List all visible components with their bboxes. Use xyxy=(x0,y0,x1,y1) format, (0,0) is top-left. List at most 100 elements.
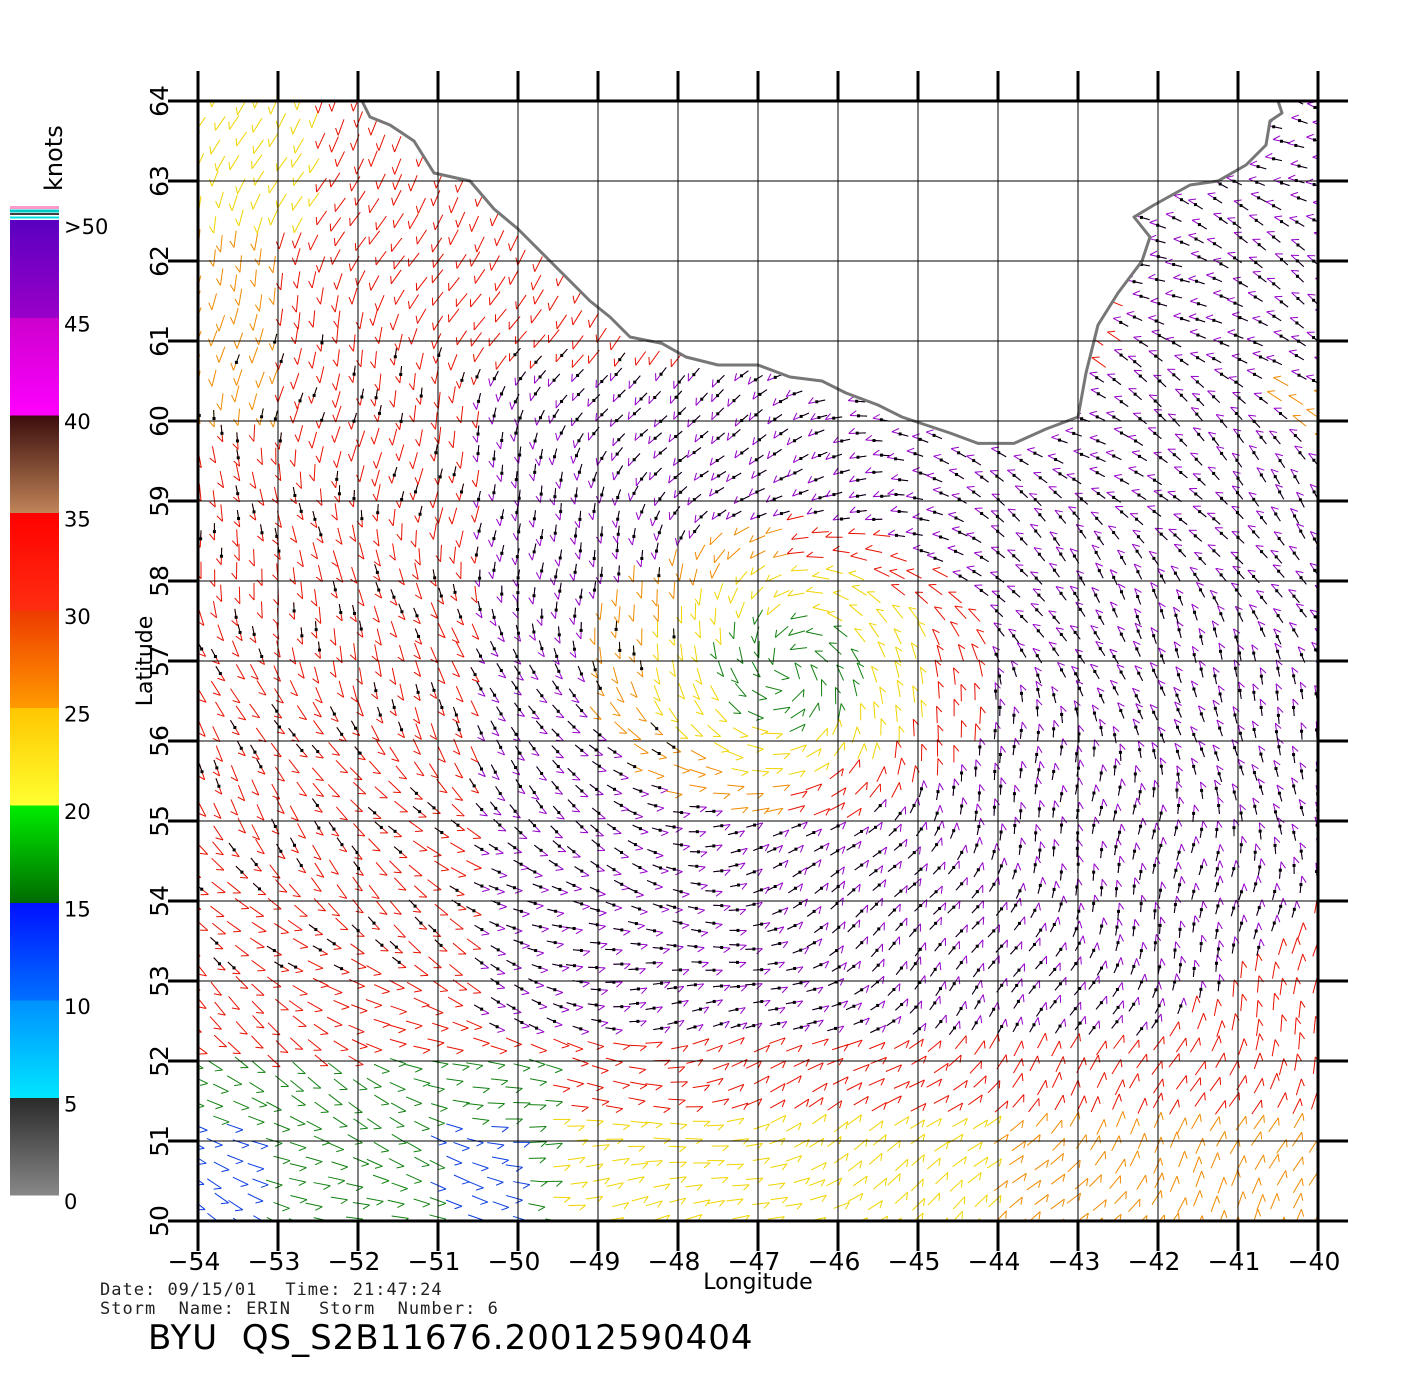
wind-barb-tick xyxy=(575,929,583,935)
rain-flag-segment xyxy=(870,951,877,958)
wind-barb xyxy=(235,705,247,721)
wind-barb-tick xyxy=(839,978,845,986)
wind-barb-tick xyxy=(1116,664,1125,668)
wind-barb xyxy=(794,662,801,680)
wind-barb-tick xyxy=(1062,1094,1066,1103)
rain-flag-dot xyxy=(778,909,782,913)
wind-barb xyxy=(665,790,683,795)
wind-barb xyxy=(336,884,348,899)
wind-barb-tick xyxy=(740,985,748,992)
rain-flag-segment xyxy=(572,949,580,951)
rain-flag-segment xyxy=(614,847,621,853)
wind-barb xyxy=(213,1115,230,1123)
wind-barb-tick xyxy=(239,1228,247,1229)
rain-flag-segment xyxy=(772,911,779,915)
wind-barb-tick xyxy=(906,998,909,1007)
rain-flag-dot xyxy=(658,828,662,832)
wind-barb-tick xyxy=(1177,861,1182,870)
rain-flag-dot xyxy=(392,705,396,709)
wind-barb xyxy=(553,1164,571,1168)
wind-barb xyxy=(512,1181,530,1186)
wind-barb xyxy=(315,687,323,704)
rain-flag-segment xyxy=(629,988,638,991)
wind-barb xyxy=(1089,1174,1102,1187)
wind-barb xyxy=(628,1066,646,1070)
wind-barb xyxy=(207,1212,219,1221)
rain-flag-dot xyxy=(532,791,536,795)
wind-barb-tick xyxy=(925,863,928,872)
wind-barb-tick xyxy=(383,1225,389,1229)
wind-barb-tick xyxy=(636,671,644,678)
rain-flag-dot xyxy=(373,811,377,815)
wind-barb xyxy=(414,707,421,724)
wind-barb-tick xyxy=(961,720,967,727)
rain-flag-segment xyxy=(1100,696,1105,704)
wind-barb-tick xyxy=(311,632,318,639)
wind-barb xyxy=(313,1182,331,1187)
wind-barb xyxy=(1153,1157,1161,1174)
wind-barb-tick xyxy=(522,1067,531,1072)
rain-flag-dot xyxy=(1139,870,1143,874)
wind-barb-tick xyxy=(356,678,363,685)
wind-barb-tick xyxy=(334,992,343,996)
wind-barb xyxy=(395,765,408,780)
wind-barb-tick xyxy=(340,1199,348,1205)
wind-barb-tick xyxy=(821,1194,827,1202)
wind-barb xyxy=(414,964,429,976)
wind-barb xyxy=(690,723,704,737)
rain-flag-segment xyxy=(1218,806,1220,815)
wind-barb xyxy=(952,1156,967,1168)
rain-flag-dot xyxy=(1179,1004,1183,1008)
wind-barb xyxy=(868,1078,885,1086)
wind-barb xyxy=(251,824,261,840)
wind-barb-tick xyxy=(1212,667,1220,673)
wind-barb xyxy=(630,1081,648,1086)
rain-flag-dot xyxy=(712,999,716,1003)
wind-barb xyxy=(405,1020,423,1027)
wind-barb-tick xyxy=(615,1029,623,1035)
rain-flag-segment xyxy=(1299,885,1302,894)
wind-barb-tick xyxy=(421,1128,430,1132)
wind-barb xyxy=(349,767,363,780)
rain-flag-segment xyxy=(551,745,558,751)
wind-barb xyxy=(252,1061,266,1073)
rain-flag-dot xyxy=(777,1022,781,1026)
wind-barb-tick xyxy=(1202,1138,1206,1146)
wind-barb-tick xyxy=(454,1205,463,1210)
wind-barb xyxy=(433,980,449,992)
wind-barb xyxy=(1291,937,1298,954)
wind-barb-tick xyxy=(1032,647,1041,652)
wind-barb xyxy=(1292,1098,1301,1115)
wind-barb-tick xyxy=(497,1006,506,1009)
wind-barb-tick xyxy=(985,1156,989,1165)
rain-flag-segment xyxy=(566,1002,574,1006)
wind-barb xyxy=(727,1117,744,1123)
rain-flag-dot xyxy=(1100,924,1104,928)
wind-barb-tick xyxy=(700,884,708,890)
legend-tick-label: 45 xyxy=(64,313,91,337)
rain-flag-dot xyxy=(1074,707,1078,711)
wind-barb-tick xyxy=(722,1145,729,1152)
rain-flag-dot xyxy=(593,668,597,672)
wind-barb xyxy=(891,782,900,798)
rain-flag-segment xyxy=(507,842,514,848)
wind-barb-tick xyxy=(515,677,524,681)
wind-barb-tick xyxy=(522,945,530,949)
wind-barb-tick xyxy=(501,1127,509,1133)
wind-barb-tick xyxy=(398,888,407,891)
wind-barb xyxy=(933,1094,950,1104)
rain-flag-dot xyxy=(1060,745,1064,749)
rain-flag-dot xyxy=(774,927,778,931)
wind-barb-tick xyxy=(880,822,883,830)
rain-flag-segment xyxy=(1238,893,1242,901)
wind-barb xyxy=(1112,1093,1120,1110)
rain-flag-segment xyxy=(198,763,202,771)
rain-flag-segment xyxy=(1019,771,1022,779)
rain-flag-dot xyxy=(720,945,724,949)
wind-barb-tick xyxy=(825,842,830,851)
wind-barb-tick xyxy=(1104,1151,1107,1160)
rain-flag-dot xyxy=(777,986,781,990)
wind-barb xyxy=(214,1192,229,1204)
rain-flag-dot xyxy=(974,810,978,814)
legend-tick-label: 5 xyxy=(64,1093,77,1117)
